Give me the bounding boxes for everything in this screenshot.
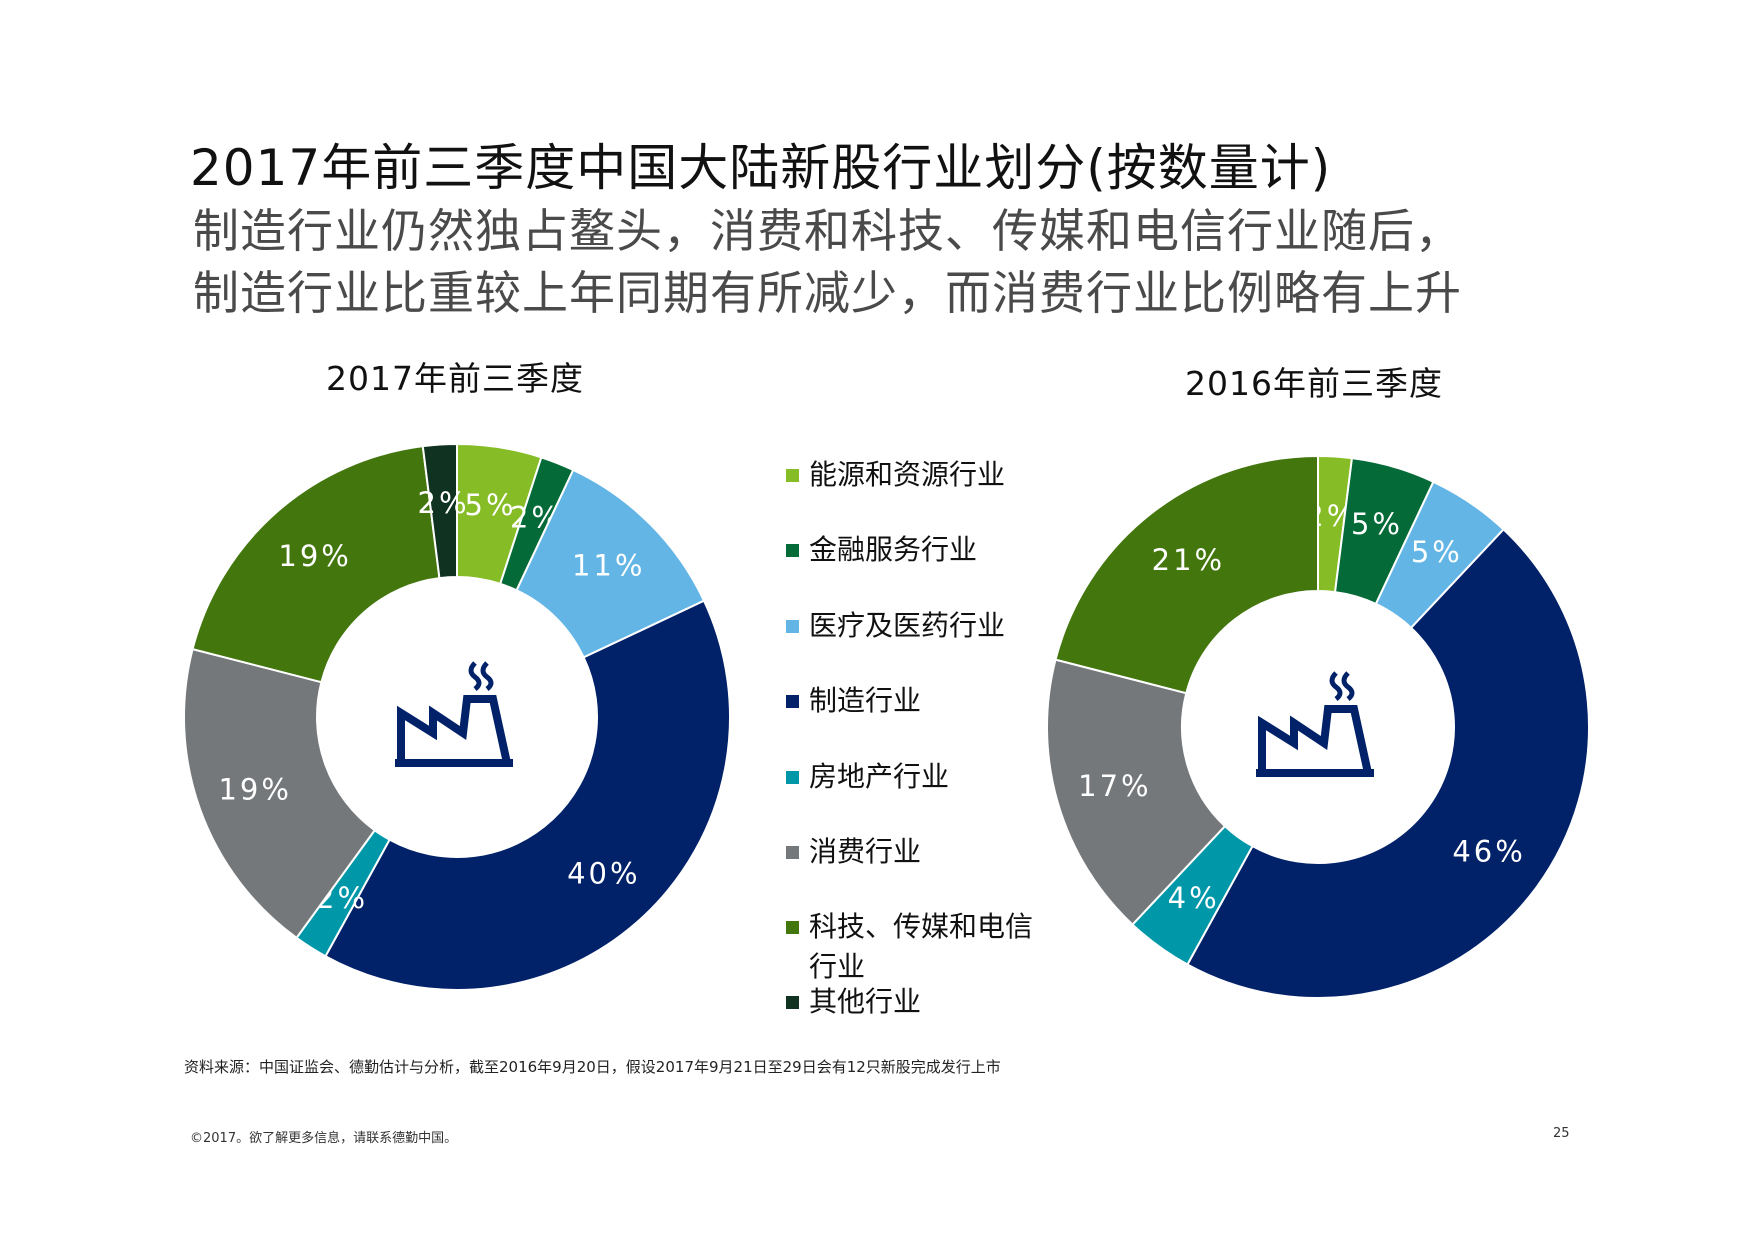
legend-swatch: [786, 996, 799, 1009]
legend-item-consumer: 消费行业: [786, 832, 1076, 872]
legend-label: 科技、传媒和电信行业: [809, 910, 1034, 983]
donut-slice-1-5: [1046, 658, 1227, 926]
donut-slice-0-5: [183, 647, 377, 940]
legend-swatch: [786, 695, 799, 708]
slice-label-1-2: 5%: [1411, 535, 1463, 569]
slice-label-0-3: 40%: [567, 856, 640, 890]
slice-label-0-7: 2%: [418, 486, 470, 520]
slice-label-1-6: 21%: [1152, 543, 1225, 577]
copyright: ©2017。欲了解更多信息，请联系德勤中国。: [190, 1131, 458, 1146]
legend-swatch: [786, 544, 799, 557]
legend-label: 医疗及医药行业: [809, 609, 1006, 642]
page-number: 25: [1553, 1126, 1570, 1141]
legend-item-tmt: 科技、传媒和电信行业: [786, 907, 1046, 987]
donut-slice-0-6: [191, 445, 441, 684]
legend-item-financial: 金融服务行业: [786, 530, 1076, 570]
legend-swatch: [786, 469, 799, 482]
legend-label: 房地产行业: [809, 760, 950, 793]
legend-item-manufacturing: 制造行业: [786, 681, 1076, 721]
subtitle-line-2: 制造行业比重较上年同期有所减少，而消费行业比例略有上升: [193, 266, 1462, 320]
legend-item-healthcare: 医疗及医药行业: [786, 606, 1076, 646]
legend-item-energy: 能源和资源行业: [786, 455, 1076, 495]
slice-label-0-0: 5%: [465, 488, 517, 522]
legend-swatch: [786, 771, 799, 784]
donut-slice-1-3: [1186, 528, 1590, 999]
legend-label: 能源和资源行业: [809, 458, 1006, 491]
slice-label-0-5: 19%: [218, 773, 291, 807]
slice-label-1-5: 17%: [1078, 769, 1151, 803]
legend-item-other: 其他行业: [786, 982, 1076, 1022]
legend-swatch: [786, 620, 799, 633]
slice-label-1-3: 46%: [1452, 834, 1525, 868]
legend-label: 消费行业: [809, 835, 922, 868]
legend-swatch: [786, 921, 799, 934]
factory-icon: [1256, 671, 1374, 777]
legend-label: 金融服务行业: [809, 533, 978, 566]
page-title: 2017年前三季度中国大陆新股行业划分(按数量计): [190, 139, 1332, 197]
legend-label: 制造行业: [809, 684, 922, 717]
chart-2016-title: 2016年前三季度: [1185, 364, 1443, 403]
donut-slice-1-6: [1054, 454, 1319, 695]
slice-label-0-6: 19%: [278, 539, 351, 573]
slice-label-1-4: 4%: [1168, 881, 1220, 915]
source-note: 资料来源：中国证监会、德勤估计与分析，截至2016年9月20日，假设2017年9…: [184, 1058, 1001, 1076]
donut-slice-0-3: [324, 599, 731, 992]
donut-slice-0-7: [421, 442, 458, 580]
legend-label: 其他行业: [809, 985, 922, 1018]
subtitle-line-1: 制造行业仍然独占鳌头，消费和科技、传媒和电信行业随后，: [193, 204, 1462, 258]
legend-swatch: [786, 846, 799, 859]
slice-label-0-2: 11%: [572, 548, 645, 582]
slice-label-1-1: 5%: [1351, 507, 1403, 541]
chart-2017-title: 2017年前三季度: [326, 359, 584, 398]
factory-icon: [395, 661, 513, 767]
legend-item-real-estate: 房地产行业: [786, 757, 1076, 797]
